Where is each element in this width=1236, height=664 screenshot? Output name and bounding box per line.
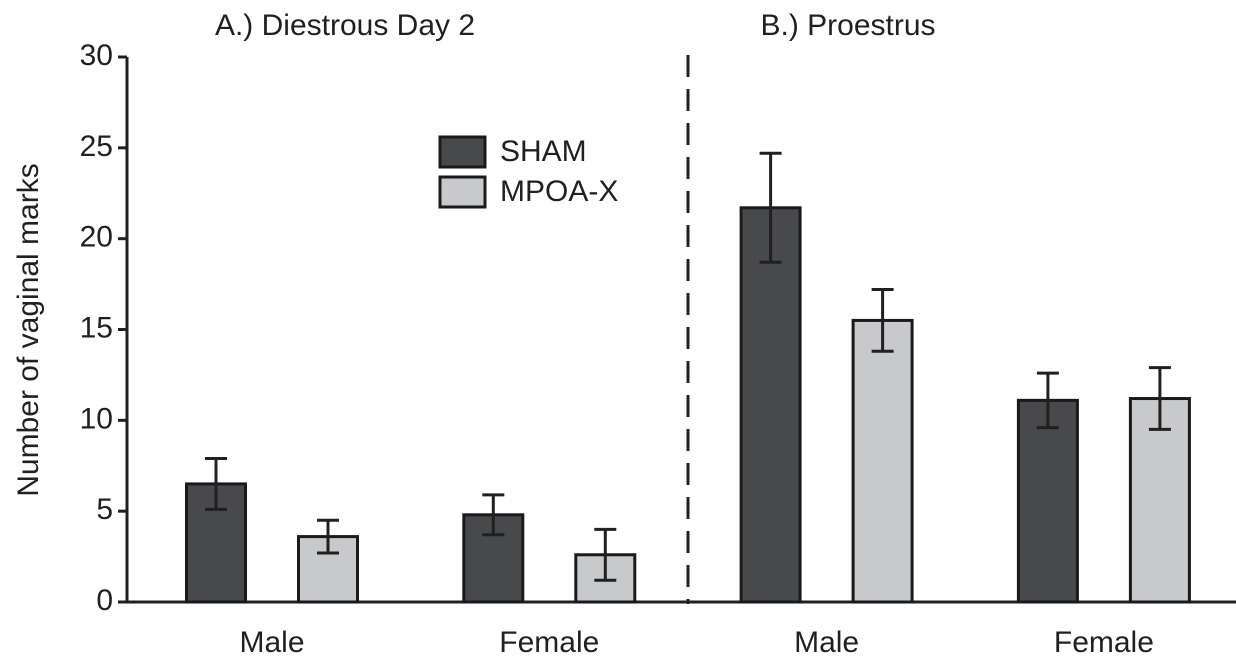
y-tick-label: 30 [80,39,113,72]
error-bar [871,288,894,353]
bar [1016,398,1079,604]
y-tick-label: 10 [80,402,113,435]
error-bar [482,493,505,537]
legend-label: MPOA-X [500,175,618,208]
legend-swatch [438,135,487,169]
x-tick-label: Male [239,626,304,659]
legend-swatch [438,175,487,209]
y-tick-label: 25 [80,130,113,163]
bar [1128,397,1191,604]
error-bar [205,456,227,511]
legend-label: SHAM [500,135,587,168]
bar [851,318,914,604]
y-tick-label: 15 [80,311,113,344]
x-tick-label: Female [499,626,599,659]
error-bar [594,527,617,582]
panel-title: B.) Proestrus [760,9,935,42]
error-bar [1148,366,1171,431]
y-tick-label: 20 [80,221,113,254]
y-axis-label: Number of vaginal marks [12,163,45,496]
x-tick-label: Male [794,626,859,659]
error-bar [317,518,339,555]
y-tick-label: 5 [96,493,113,526]
x-tick-label: Female [1054,626,1154,659]
panel-title: A.) Diestrous Day 2 [215,9,475,42]
error-bar [759,151,782,264]
bar [739,206,802,604]
y-tick-label: 0 [96,584,113,617]
error-bar [1036,371,1059,430]
